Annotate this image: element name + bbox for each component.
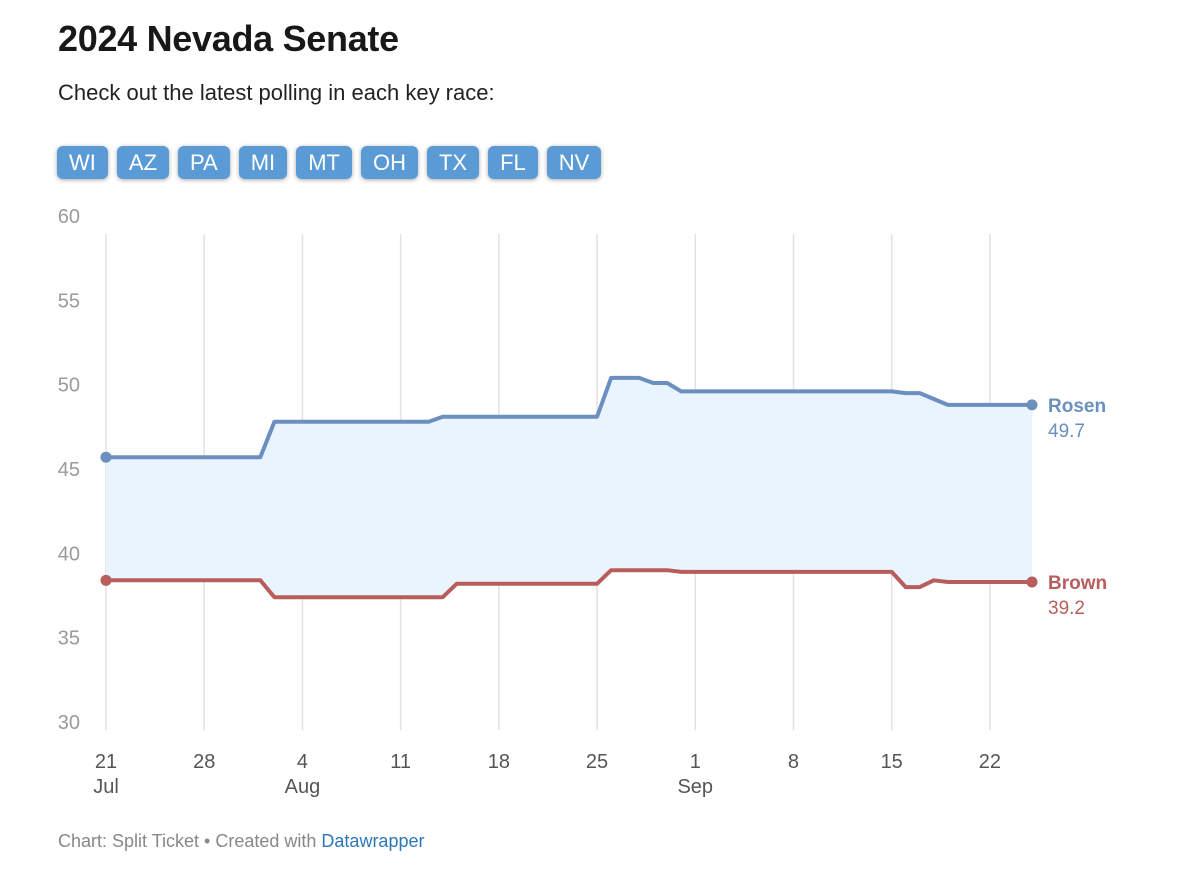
series-line-brown [106, 568, 1032, 600]
x-tick-label: 1 [690, 751, 701, 773]
footer-source: Chart: Split Ticket • Created with [58, 831, 317, 851]
x-tick-label: 18 [488, 751, 510, 773]
y-tick-label: 40 [58, 543, 80, 565]
race-button-group: WI AZ PA MI MT OH TX FL NV [57, 146, 602, 179]
x-tick-label: 11 [390, 751, 411, 773]
series-end-value: 49.7 [1048, 421, 1085, 442]
series-start-point [100, 574, 112, 586]
chart-subtitle: Check out the latest polling in each key… [58, 80, 495, 105]
x-tick-label: 25 [586, 751, 608, 773]
y-tick-label: 50 [58, 375, 80, 397]
y-tick-label: 55 [58, 290, 80, 312]
series-start-point [100, 451, 112, 463]
chart-footer: Chart: Split Ticket • Created with Dataw… [58, 831, 424, 852]
race-button-pa[interactable]: PA [178, 146, 230, 179]
x-tick-label: 21 [95, 751, 117, 773]
race-button-mi[interactable]: MI [238, 146, 288, 179]
x-month-label: Jul [93, 776, 119, 798]
band-between-series [106, 377, 1032, 598]
race-button-mt[interactable]: MT [296, 146, 352, 179]
x-tick-label: 28 [193, 751, 215, 773]
chart-title: 2024 Nevada Senate [58, 18, 399, 59]
series-line-rosen [106, 375, 1032, 460]
race-button-nv[interactable]: NV [546, 146, 602, 179]
series-end-name: Rosen [1048, 396, 1106, 417]
x-tick-label: 15 [881, 751, 903, 773]
x-tick-label: 8 [788, 751, 799, 773]
series-end-value: 39.2 [1048, 598, 1085, 619]
y-tick-label: 30 [58, 712, 80, 734]
x-tick-label: 22 [979, 751, 1001, 773]
series-end-point [1026, 399, 1038, 411]
y-tick-label: 60 [58, 206, 80, 228]
datawrapper-link[interactable]: Datawrapper [321, 831, 425, 851]
x-month-label: Sep [677, 776, 713, 798]
race-button-tx[interactable]: TX [426, 146, 480, 179]
x-tick-label: 4 [297, 751, 308, 773]
y-tick-label: 45 [58, 459, 80, 481]
x-month-label: Aug [285, 776, 321, 798]
series-end-point [1026, 576, 1038, 588]
race-button-wi[interactable]: WI [57, 146, 108, 179]
y-tick-label: 35 [58, 628, 80, 650]
series-end-name: Brown [1048, 573, 1107, 594]
race-button-fl[interactable]: FL [488, 146, 538, 179]
polling-line-chart: 30 35 40 45 50 55 60 21 Jul 28 4 Aug 11 18 25 1 Sep 8 15 22… [58, 206, 1107, 798]
race-button-az[interactable]: AZ [116, 146, 170, 179]
race-button-oh[interactable]: OH [360, 146, 418, 179]
